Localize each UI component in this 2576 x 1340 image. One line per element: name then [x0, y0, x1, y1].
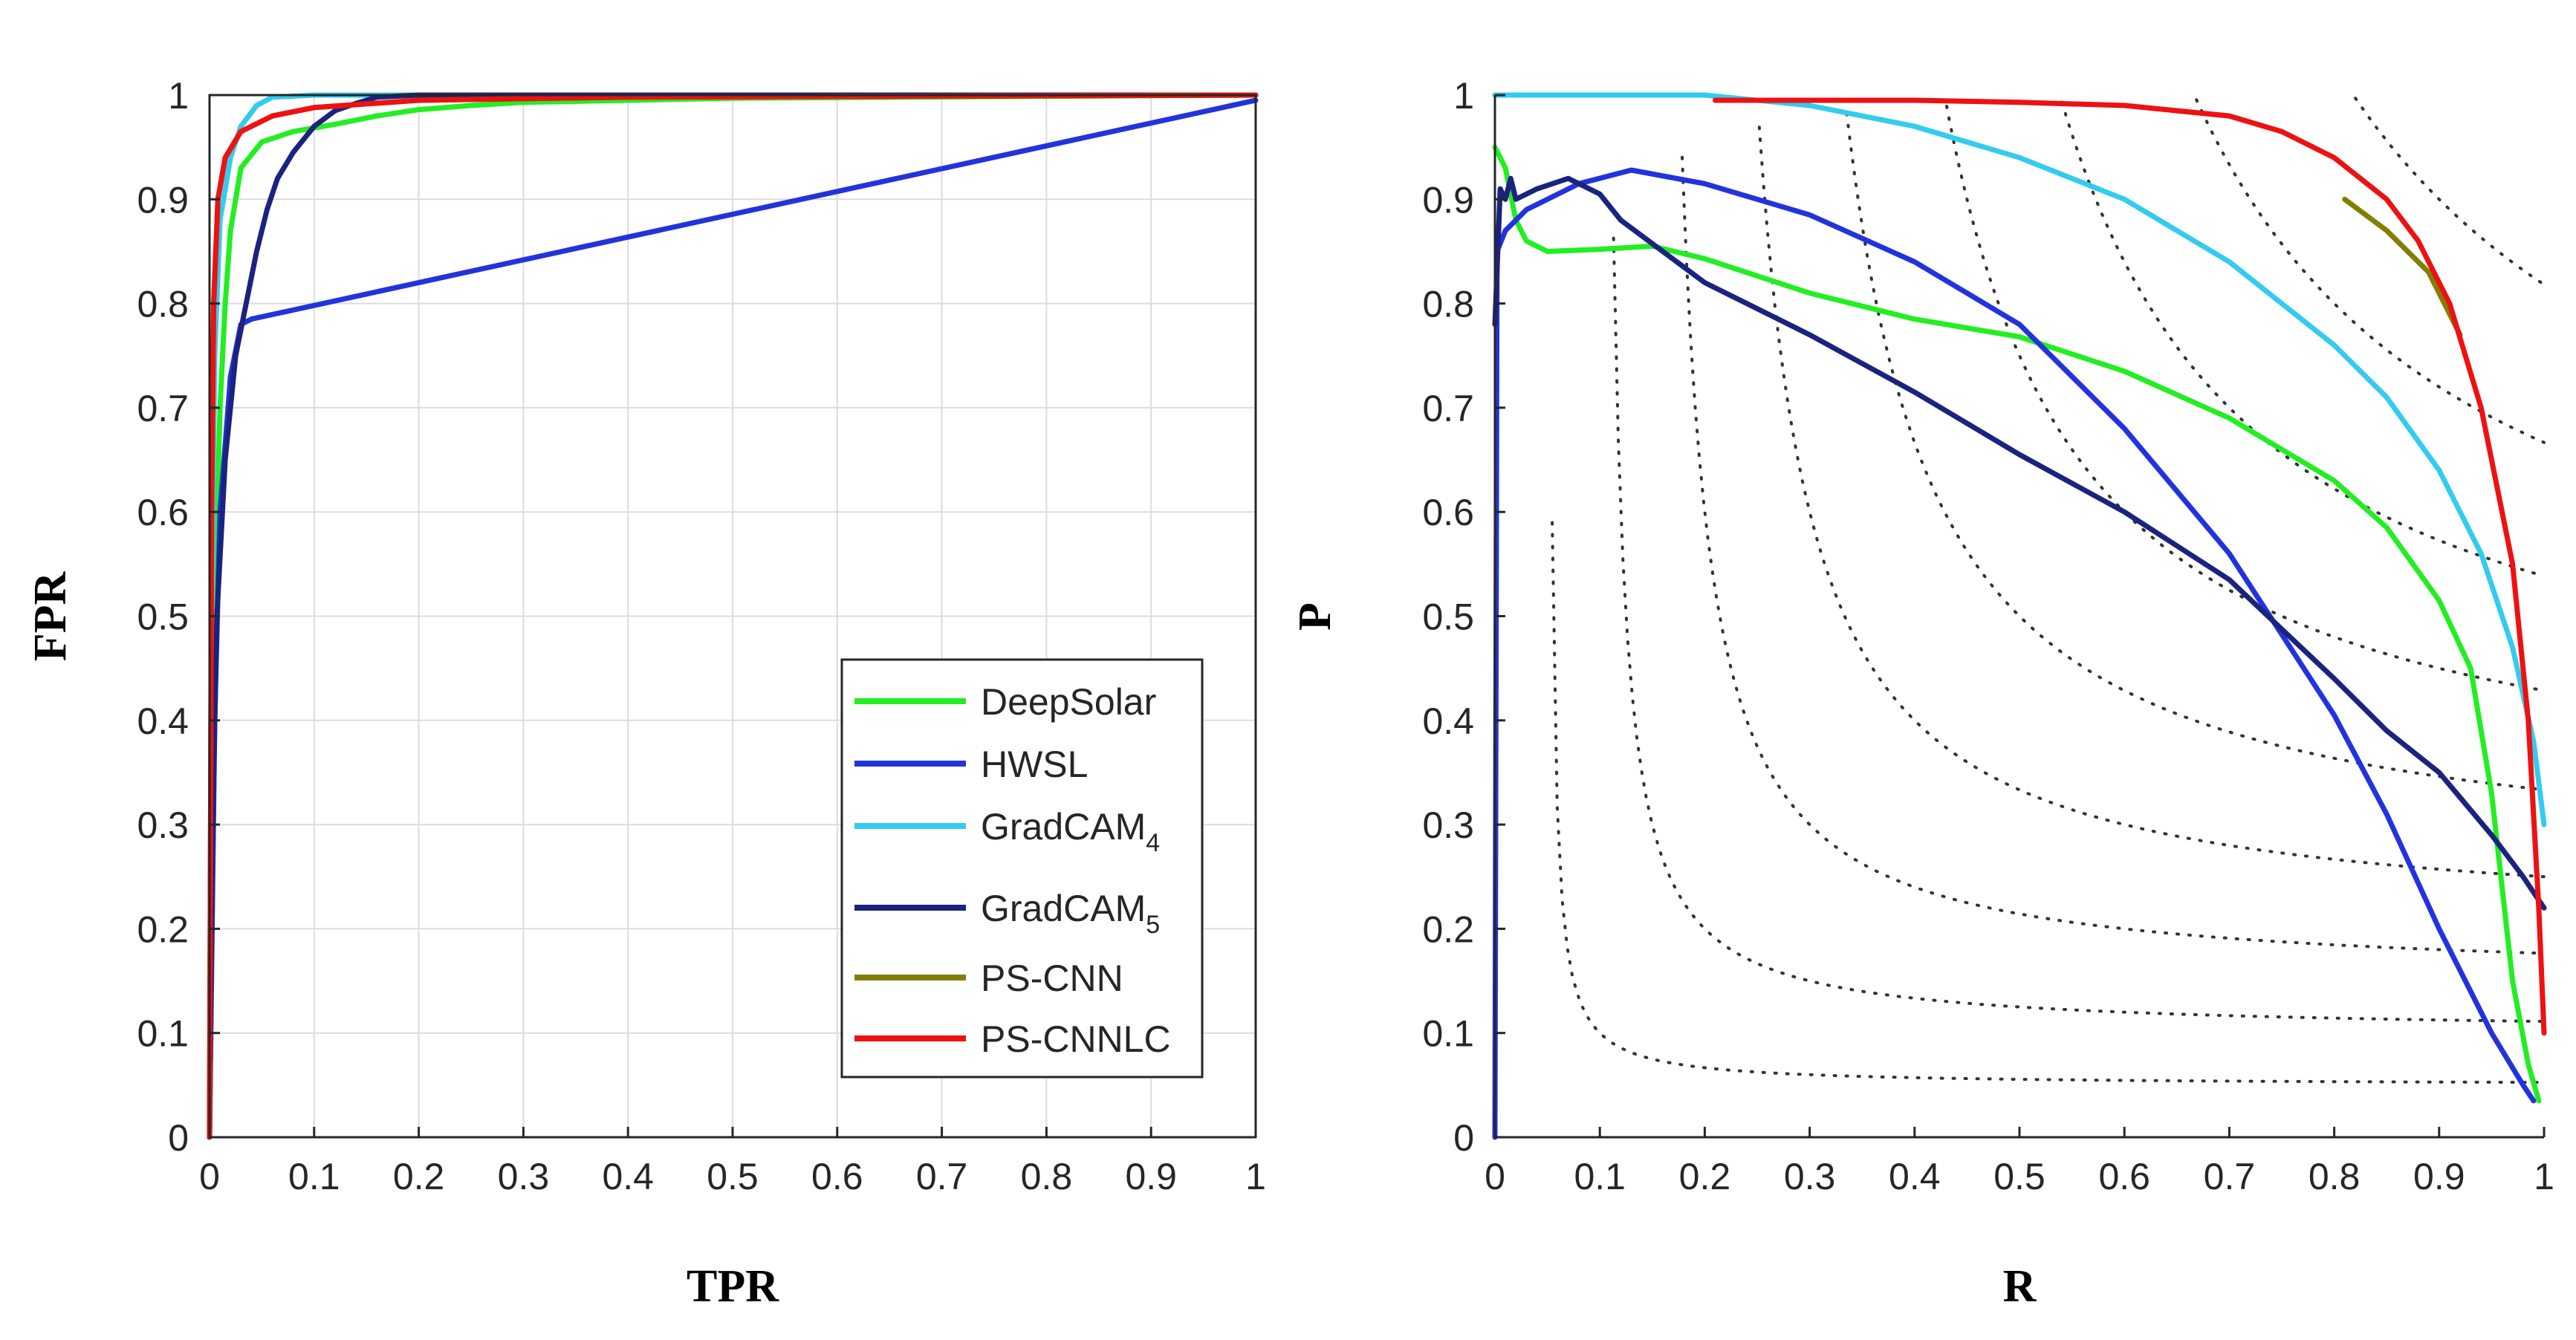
- pr-y-tick-label-1: 0.1: [1422, 1013, 1474, 1055]
- pr-iso-f1-8: [2354, 97, 2546, 287]
- pr-series-ps-cnnlc: [1713, 97, 2547, 1036]
- roc-x-tick-label-0: 0: [199, 1156, 220, 1197]
- pr-x-tick-label-10: 1: [2534, 1156, 2554, 1197]
- roc-legend-box: [840, 658, 1204, 1079]
- roc-y-tick-label-8: 0.8: [137, 284, 189, 325]
- roc-y-axis-label: FPR: [25, 571, 76, 662]
- pr-y-tick-label-4: 0.4: [1422, 700, 1474, 742]
- legend-label-ps-cnn: PS-CNN: [981, 957, 1123, 999]
- roc-y-tick-label-7: 0.7: [137, 388, 189, 429]
- roc-series-gradcam5: [207, 92, 1259, 1140]
- pr-y-tick-label-2: 0.2: [1422, 908, 1474, 950]
- pr-y-axis-label: P: [1290, 602, 1340, 631]
- pr-y-tick-label-0: 0: [1453, 1117, 1474, 1159]
- pr-y-tick-label-3: 0.3: [1422, 804, 1474, 846]
- pr-y-tick-label-5: 0.5: [1422, 596, 1474, 638]
- pr-x-tick-label-2: 0.2: [1679, 1156, 1731, 1197]
- roc-y-tick-label-1: 0.1: [137, 1013, 189, 1055]
- roc-x-ticks: 0 0.1 0.2 0.3 0.4 0.5 0.6 0.7 0.8 0.9 1: [199, 1127, 1266, 1197]
- roc-y-ticks: 0 0.1 0.2 0.3 0.4 0.5 0.6 0.7 0.8 0.9 1: [137, 75, 220, 1159]
- legend-text-ps-cnnlc: PS-CNNLC: [981, 1018, 1171, 1060]
- roc-series: [207, 92, 1259, 1140]
- roc-x-tick-label-7: 0.7: [916, 1156, 968, 1197]
- pr-y-tick-label-7: 0.7: [1422, 388, 1474, 429]
- pr-x-tick-label-1: 0.1: [1574, 1156, 1626, 1197]
- roc-x-axis-label: TPR: [687, 1261, 779, 1312]
- legend-text-gradcam4: GradCAM: [981, 806, 1146, 848]
- legend-label-hwsl: HWSL: [981, 744, 1088, 785]
- pr-iso-f1-5: [1945, 105, 2546, 692]
- roc-y-tick-label-3: 0.3: [137, 804, 189, 846]
- legend-label-gradcam4: GradCAM4: [981, 806, 1160, 857]
- pr-y-tick-label-10: 1: [1453, 75, 1474, 117]
- legend-subscript-gradcam5: 5: [1146, 911, 1160, 939]
- legend-text-ps-cnn: PS-CNN: [981, 957, 1123, 999]
- roc-x-tick-label-6: 0.6: [811, 1156, 863, 1197]
- legend-text-deepsolar: DeepSolar: [981, 681, 1156, 723]
- pr-x-tick-label-3: 0.3: [1784, 1156, 1836, 1197]
- legend-text-hwsl: HWSL: [981, 744, 1088, 785]
- pr-series-ps-cnn: [2342, 196, 2463, 338]
- roc-y-tick-label-4: 0.4: [137, 700, 189, 742]
- roc-x-tick-label-5: 0.5: [707, 1156, 759, 1197]
- pr-x-tick-label-9: 0.9: [2413, 1156, 2465, 1197]
- roc-x-tick-label-4: 0.4: [602, 1156, 654, 1197]
- pr-series: [1492, 92, 2547, 1140]
- pr-y-ticks: 0 0.1 0.2 0.3 0.4 0.5 0.6 0.7 0.8 0.9 1: [1422, 75, 1505, 1159]
- pr-x-tick-label-8: 0.8: [2309, 1156, 2361, 1197]
- pr-iso-f1-0: [1551, 521, 2546, 1084]
- legend-label-gradcam5: GradCAM5: [981, 888, 1160, 939]
- roc-y-tick-label-9: 0.9: [137, 179, 189, 221]
- roc-x-tick-label-2: 0.2: [393, 1156, 445, 1197]
- pr-y-tick-label-6: 0.6: [1422, 492, 1474, 533]
- pr-iso-f1-1: [1612, 236, 2546, 1024]
- pr-x-tick-label-0: 0: [1485, 1156, 1505, 1197]
- pr-x-tick-label-4: 0.4: [1889, 1156, 1941, 1197]
- legend-text-gradcam5: GradCAM: [981, 888, 1146, 929]
- pr-series-gradcam5: [1492, 175, 2547, 911]
- pr-chart: 0 0.1 0.2 0.3 0.4 0.5 0.6 0.7 0.8 0.9 1 0 0.1 0.2 0.3…: [1290, 75, 2554, 1312]
- roc-legend: DeepSolar HWSL GradCAM4 GradCAM5 PS-CNN …: [840, 658, 1204, 1079]
- legend-subscript-gradcam4: 4: [1146, 829, 1160, 857]
- pr-iso-f1-7: [2195, 98, 2546, 444]
- roc-chart: 0 0.1 0.2 0.3 0.4 0.5 0.6 0.7 0.8 0.9 1 0 0.1 0.2 0.3…: [25, 75, 1266, 1312]
- pr-series-deepsolar: [1492, 144, 2542, 1104]
- pr-series-gradcam4: [1492, 92, 2547, 827]
- pr-x-axis-label: R: [2003, 1261, 2037, 1312]
- roc-y-tick-label-10: 1: [168, 75, 189, 117]
- roc-x-tick-label-3: 0.3: [498, 1156, 550, 1197]
- roc-y-tick-label-5: 0.5: [137, 596, 189, 638]
- roc-x-tick-label-8: 0.8: [1021, 1156, 1073, 1197]
- roc-y-tick-label-2: 0.2: [137, 908, 189, 950]
- pr-iso-f1-2: [1681, 155, 2546, 955]
- roc-y-tick-label-6: 0.6: [137, 492, 189, 533]
- legend-label-ps-cnnlc: PS-CNNLC: [981, 1018, 1171, 1060]
- pr-x-ticks: 0 0.1 0.2 0.3 0.4 0.5 0.6 0.7 0.8 0.9 1: [1485, 1127, 2554, 1197]
- legend-label-deepsolar: DeepSolar: [981, 681, 1156, 723]
- pr-y-tick-label-8: 0.8: [1422, 284, 1474, 325]
- roc-x-tick-label-9: 0.9: [1125, 1156, 1177, 1197]
- pr-plot-area: [1495, 95, 2544, 1137]
- pr-y-tick-label-9: 0.9: [1422, 179, 1474, 221]
- pr-series-hwsl: [1492, 167, 2537, 1140]
- pr-x-tick-label-7: 0.7: [2204, 1156, 2256, 1197]
- roc-y-tick-label-0: 0: [168, 1117, 189, 1159]
- roc-series-deepsolar: [207, 92, 1259, 1140]
- roc-x-tick-label-10: 1: [1245, 1156, 1266, 1197]
- roc-x-tick-label-1: 0.1: [288, 1156, 340, 1197]
- pr-x-tick-label-6: 0.6: [2098, 1156, 2150, 1197]
- pr-iso-f1-4: [1845, 111, 2546, 792]
- roc-series-ps-cnnlc: [207, 92, 1259, 1140]
- pr-x-tick-label-5: 0.5: [1993, 1156, 2045, 1197]
